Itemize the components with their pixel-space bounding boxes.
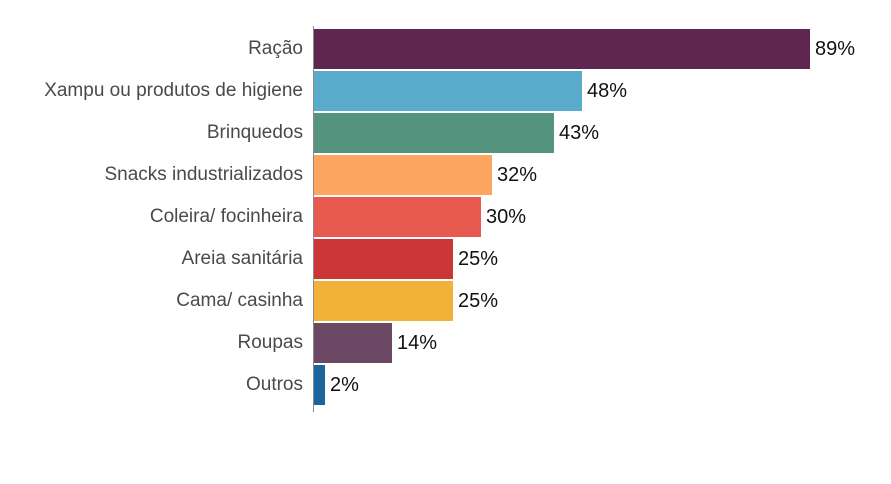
bar-row: Xampu ou produtos de higiene 48% (0, 71, 891, 111)
bar-row: Roupas 14% (0, 323, 891, 363)
bar (314, 71, 582, 111)
bar-row: Ração 89% (0, 29, 891, 69)
value-label: 30% (486, 206, 527, 228)
category-label: Areia sanitária (181, 248, 303, 269)
bar (314, 281, 453, 321)
value-label: 25% (458, 290, 499, 312)
bar (314, 113, 554, 153)
category-label: Snacks industrializados (104, 164, 303, 185)
category-label: Roupas (237, 332, 304, 353)
bar-row: Cama/ casinha 25% (0, 281, 891, 321)
bar-row: Areia sanitária 25% (0, 239, 891, 279)
y-axis-line (313, 26, 314, 412)
bar (314, 197, 481, 237)
category-label: Coleira/ focinheira (149, 206, 303, 227)
category-label: Ração (248, 38, 303, 59)
bar-row: Brinquedos 43% (0, 113, 891, 153)
value-label: 25% (458, 248, 499, 270)
bar (314, 365, 325, 405)
value-label: 89% (815, 38, 856, 60)
value-label: 14% (397, 332, 438, 354)
value-label: 2% (330, 374, 359, 396)
category-label: Brinquedos (206, 122, 303, 143)
value-label: 43% (559, 122, 600, 144)
bar (314, 239, 453, 279)
category-label: Cama/ casinha (176, 290, 303, 311)
bar-row: Snacks industrializados 32% (0, 155, 891, 195)
bar (314, 29, 810, 69)
bar-row: Coleira/ focinheira 30% (0, 197, 891, 237)
value-label: 48% (587, 80, 628, 102)
value-label: 32% (497, 164, 538, 186)
bar-row: Outros 2% (0, 365, 891, 405)
bar (314, 155, 492, 195)
bar (314, 323, 392, 363)
category-label: Outros (245, 374, 303, 395)
category-label: Xampu ou produtos de higiene (44, 80, 303, 101)
